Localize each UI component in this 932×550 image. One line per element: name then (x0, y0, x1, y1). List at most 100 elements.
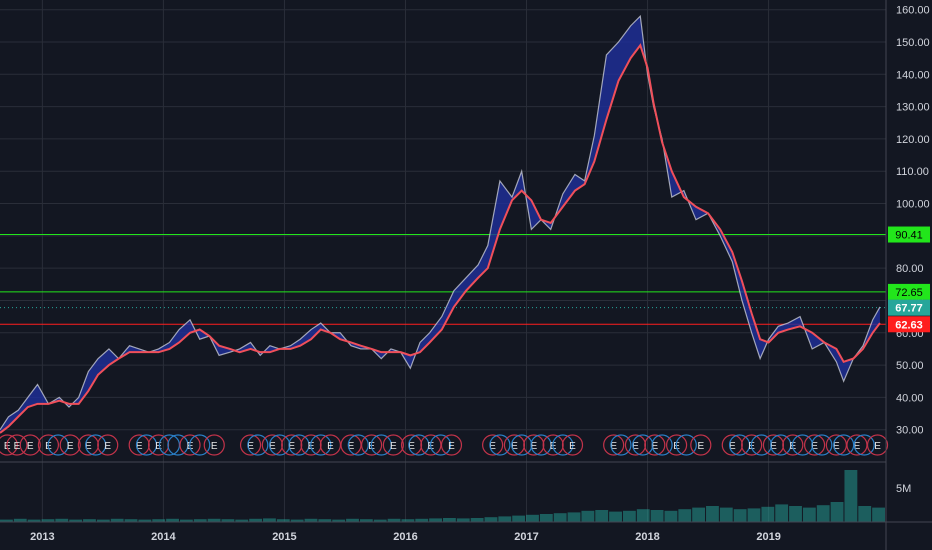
earnings-marker: E (866, 434, 889, 456)
volume-bar (166, 518, 179, 522)
earnings-marker-circle (511, 434, 533, 456)
volume-bar (775, 504, 789, 522)
earnings-marker (85, 434, 107, 456)
volume-bar (443, 518, 456, 522)
volume-bar (872, 507, 885, 522)
earnings-marker-circle (179, 434, 201, 456)
volume-bar (276, 519, 290, 522)
earnings-marker-circle (675, 434, 697, 456)
earnings-marker-label: E (390, 441, 397, 452)
earnings-marker-label: E (348, 441, 355, 452)
earnings-marker-circle (603, 434, 625, 456)
volume-bar (844, 470, 858, 522)
earnings-marker-circle (77, 434, 99, 456)
y-tick-label: 100.00 (896, 199, 930, 211)
earnings-marker (530, 434, 552, 456)
earnings-marker-circle (530, 434, 552, 456)
earnings-marker: E (261, 434, 283, 456)
volume-bar (761, 506, 775, 522)
earnings-marker-circle (690, 434, 712, 456)
level-label-tag (888, 316, 930, 333)
volume-bar (83, 519, 96, 522)
earnings-marker-label: E (155, 441, 162, 452)
earnings-marker-circle (268, 434, 291, 456)
volume-bar (802, 507, 816, 522)
volume-bar (41, 519, 55, 522)
earnings-marker-circle (97, 434, 119, 456)
earnings-marker-label: E (697, 441, 704, 452)
level-label-tag (888, 283, 930, 300)
earnings-marker-circle (750, 434, 772, 456)
volume-bar (221, 519, 235, 522)
earnings-marker-label: E (511, 441, 518, 452)
volume-bar (747, 508, 761, 522)
earnings-marker: E (561, 434, 584, 456)
earnings-marker: E (19, 434, 41, 456)
earnings-marker-circle (610, 434, 632, 456)
volume-bar (138, 519, 152, 522)
volume-bar (263, 518, 276, 522)
earnings-marker: E (203, 434, 225, 456)
volume-bar (719, 507, 733, 522)
earnings-marker: E (382, 434, 404, 456)
earnings-marker-circle (624, 434, 647, 456)
earnings-marker-label: E (651, 441, 658, 452)
volume-bar (678, 509, 692, 522)
earnings-marker-label: E (288, 441, 295, 452)
earnings-marker-circle (651, 434, 673, 456)
earnings-marker: E (503, 434, 526, 456)
earnings-marker-label: E (67, 441, 74, 452)
earnings-marker-circle (37, 434, 60, 456)
earnings-marker: E (523, 434, 545, 456)
x-tick-label: 2014 (151, 531, 176, 543)
volume-bar (692, 507, 706, 522)
earnings-marker-circle (167, 434, 189, 456)
earnings-marker (651, 434, 673, 456)
earnings-marker (347, 434, 369, 456)
earnings-marker: E (603, 434, 625, 456)
earnings-marker-circle (370, 434, 392, 456)
earnings-marker-circle (300, 434, 322, 456)
earnings-marker: E (77, 434, 99, 456)
y-tick-label: 30.00 (896, 425, 924, 437)
moving-average-line (0, 43, 881, 434)
earnings-marker: E (762, 434, 785, 456)
earnings-marker-label: E (247, 441, 254, 452)
earnings-marker-circle (666, 434, 688, 456)
volume-bar (664, 510, 678, 522)
y-tick-label: 140.00 (896, 69, 930, 81)
earnings-marker-circle (503, 434, 526, 456)
earnings-marker-label: E (610, 441, 617, 452)
earnings-marker (288, 434, 310, 456)
earnings-marker: E (624, 434, 647, 456)
earnings-marker (791, 434, 814, 456)
x-tick-label: 2017 (514, 531, 538, 543)
volume-bar (622, 510, 636, 522)
earnings-marker-circle (85, 434, 107, 456)
volume-bar (595, 510, 609, 522)
volume-bar (498, 516, 512, 522)
y-tick-label: 40.00 (896, 392, 924, 404)
volume-bar (830, 502, 844, 522)
earnings-marker-label: E (833, 441, 840, 452)
volume-bars (0, 470, 885, 522)
price-line (0, 14, 881, 431)
earnings-marker-circle (782, 434, 804, 456)
x-tick-label: 2013 (30, 531, 54, 543)
earnings-marker (489, 434, 511, 456)
earnings-marker (675, 434, 697, 456)
earnings-marker-label: E (448, 441, 455, 452)
volume-bar (207, 518, 221, 522)
earnings-marker-circle (762, 434, 785, 456)
earnings-marker (189, 434, 211, 456)
volume-bar (55, 518, 69, 522)
earnings-marker-circle (203, 434, 225, 456)
volume-bar (152, 519, 166, 522)
volume-bar (96, 519, 110, 522)
volume-bar (387, 518, 401, 522)
earnings-marker-circle (791, 434, 814, 456)
y-tick-label: 50.00 (896, 360, 924, 372)
volume-bar (706, 506, 719, 522)
